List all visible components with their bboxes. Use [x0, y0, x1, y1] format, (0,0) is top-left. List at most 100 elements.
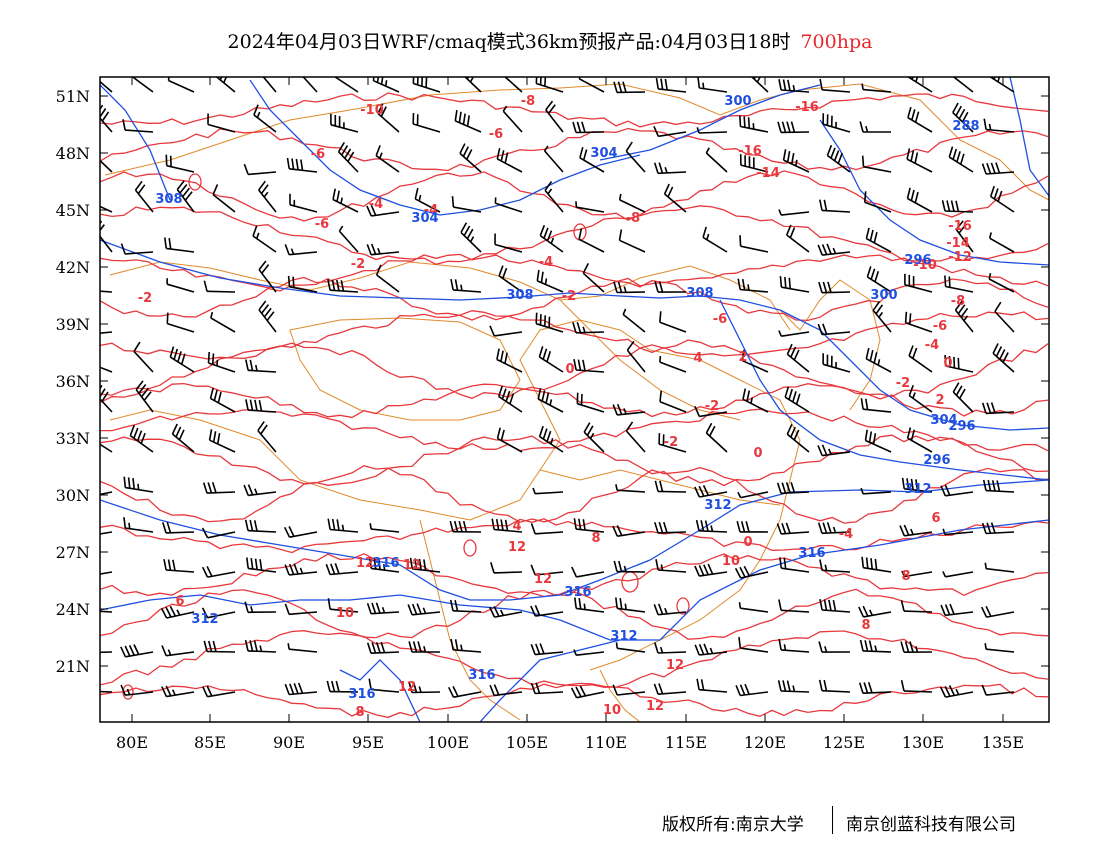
barb-flag	[295, 158, 299, 171]
barb-flag	[460, 644, 463, 651]
barb-staff	[945, 491, 974, 497]
wind-barb	[262, 77, 277, 93]
barb-staff	[538, 356, 564, 373]
barb-flag	[412, 681, 418, 693]
wind-barb	[906, 148, 933, 173]
barb-flag	[869, 350, 874, 362]
barb-staff	[258, 269, 277, 293]
barb-flag	[297, 682, 304, 694]
barb-flag	[832, 526, 837, 533]
lon-label: 105E	[506, 733, 548, 752]
wind-barb	[994, 301, 1015, 333]
wind-barb	[981, 522, 1015, 535]
barb-staff	[705, 432, 728, 453]
wind-barb	[658, 433, 687, 453]
barb-flag	[120, 243, 126, 255]
barb-staff	[332, 198, 359, 213]
barb-staff	[659, 400, 687, 413]
barb-staff	[330, 571, 359, 576]
barb-flag	[284, 603, 290, 615]
barb-flag	[900, 680, 905, 692]
barb-staff	[740, 607, 769, 613]
temperature-cell	[621, 571, 639, 593]
wind-barb	[161, 645, 195, 657]
barb-flag	[989, 185, 995, 197]
barb-flag	[449, 599, 454, 611]
wind-barb	[860, 487, 892, 495]
temperature-label: 0	[743, 535, 752, 550]
barb-flag	[694, 565, 701, 577]
barb-staff	[169, 356, 195, 373]
barb-flag	[336, 279, 340, 291]
barb-staff	[578, 238, 605, 253]
barb-flag	[955, 105, 963, 117]
barb-flag	[137, 184, 146, 195]
barb-flag	[462, 146, 470, 157]
copyright-left: 版权所有:南京大学	[662, 815, 804, 835]
barb-flag	[957, 304, 966, 315]
barb-staff	[952, 391, 974, 413]
barb-staff	[168, 79, 195, 93]
barb-flag	[375, 264, 382, 276]
wind-barb	[705, 147, 728, 173]
barb-flag	[956, 151, 961, 163]
barb-flag	[255, 232, 260, 239]
barb-staff	[985, 411, 1015, 415]
barb-staff	[740, 288, 769, 293]
barb-flag	[782, 680, 787, 692]
barb-flag	[500, 519, 504, 531]
barb-flag	[955, 385, 963, 396]
barb-flag	[101, 111, 110, 122]
barb-flag	[818, 641, 823, 653]
geopotential-label: 316	[564, 585, 591, 600]
boundary-line	[559, 299, 741, 421]
barb-flag	[340, 197, 343, 204]
barb-staff	[622, 313, 646, 333]
barb-flag	[284, 683, 290, 695]
wind-barb	[166, 278, 195, 293]
boundary-line	[539, 469, 781, 506]
barb-flag	[579, 146, 584, 159]
barb-flag	[948, 146, 954, 158]
wind-barb	[988, 273, 1015, 293]
wind-barb	[120, 644, 154, 658]
barb-flag	[550, 237, 555, 244]
barb-staff	[100, 117, 113, 133]
barb-flag	[412, 641, 418, 653]
barb-flag	[984, 562, 987, 569]
barb-flag	[203, 280, 208, 292]
barb-staff	[289, 571, 318, 576]
barb-staff	[575, 331, 605, 334]
barb-flag	[464, 66, 469, 76]
barb-staff	[100, 397, 113, 413]
barb-flag	[505, 71, 508, 76]
barb-staff	[863, 611, 892, 618]
barb-staff	[535, 651, 564, 656]
barb-staff	[248, 171, 277, 176]
barb-flag	[210, 311, 214, 319]
barb-flag	[821, 244, 828, 255]
barb-staff	[781, 609, 810, 613]
wind-barb	[134, 180, 154, 213]
barb-flag	[958, 108, 966, 120]
wind-barb	[161, 685, 195, 698]
temperature-label: 10	[603, 703, 621, 718]
barb-flag	[496, 427, 501, 439]
barb-flag	[832, 599, 837, 612]
barb-staff	[498, 275, 523, 293]
temperature-cell	[122, 684, 134, 700]
barb-staff	[496, 158, 523, 173]
barb-flag	[778, 599, 782, 611]
barb-flag	[458, 520, 463, 533]
barb-staff	[206, 290, 236, 293]
barb-flag	[948, 355, 951, 368]
wind-barb	[133, 341, 154, 373]
barb-flag	[504, 352, 508, 364]
barb-flag	[623, 565, 627, 572]
barb-flag	[201, 607, 209, 619]
barb-staff	[617, 647, 646, 653]
barb-flag	[253, 104, 259, 116]
wind-barb	[327, 598, 359, 613]
barb-flag	[623, 286, 627, 293]
